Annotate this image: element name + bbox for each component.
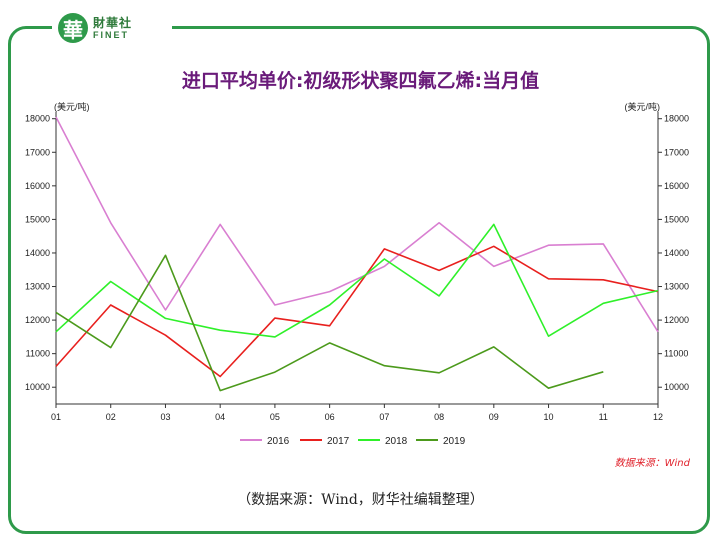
x-tick-label: 04 [215, 412, 225, 422]
y-tick-label-left: 10000 [25, 382, 50, 392]
finet-logo-icon: 華 [58, 13, 88, 43]
x-tick-label: 07 [379, 412, 389, 422]
x-tick-label: 01 [51, 412, 61, 422]
y-tick-label-left: 13000 [25, 282, 50, 292]
series-line-2016 [55, 116, 659, 333]
y-tick-label-right: 12000 [664, 315, 689, 325]
legend-label-2018: 2018 [385, 436, 408, 447]
brand-name-en: FINET [93, 29, 129, 40]
x-tick-label: 12 [653, 412, 663, 422]
series-line-2018 [55, 223, 659, 338]
x-tick-label: 09 [489, 412, 499, 422]
y-tick-label-right: 18000 [664, 114, 689, 124]
x-tick-label: 05 [270, 412, 280, 422]
y-tick-label-right: 14000 [664, 248, 689, 258]
x-tick-label: 10 [544, 412, 554, 422]
brand-name-cn: 財華社 [93, 15, 133, 30]
chart-title: 进口平均单价:初级形状聚四氟乙烯:当月值 [181, 70, 540, 92]
x-tick-label: 03 [160, 412, 170, 422]
y-axis-unit-left: (美元/吨) [54, 101, 90, 112]
x-tick-label: 08 [434, 412, 444, 422]
y-tick-label-left: 18000 [25, 114, 50, 124]
footer-note: （数据来源：Wind，财华社编辑整理） [237, 492, 484, 508]
x-tick-label: 06 [325, 412, 335, 422]
y-tick-label-right: 11000 [664, 349, 688, 359]
y-tick-label-right: 10000 [664, 382, 689, 392]
y-tick-label-right: 16000 [664, 181, 689, 191]
y-axis-unit-right: (美元/吨) [625, 101, 661, 112]
y-tick-label-right: 17000 [664, 147, 689, 157]
source-note: 数据来源：Wind [615, 457, 691, 469]
y-tick-label-left: 11000 [26, 349, 50, 359]
brand-logo: 華 財華社 FINET [52, 8, 172, 48]
x-tick-label: 02 [106, 412, 116, 422]
y-tick-label-left: 16000 [25, 181, 50, 191]
y-tick-label-right: 13000 [664, 282, 689, 292]
legend-label-2019: 2019 [443, 436, 466, 447]
legend-label-2017: 2017 [327, 436, 350, 447]
brand-text: 財華社 FINET [93, 17, 132, 40]
y-tick-label-right: 15000 [664, 214, 689, 224]
y-tick-label-left: 15000 [25, 214, 50, 224]
y-tick-label-left: 14000 [25, 248, 50, 258]
series-line-2017 [55, 245, 659, 378]
legend-label-2016: 2016 [267, 436, 290, 447]
series-line-2019 [55, 254, 604, 392]
y-tick-label-left: 17000 [25, 147, 50, 157]
y-tick-label-left: 12000 [25, 315, 50, 325]
x-tick-label: 11 [599, 412, 608, 422]
